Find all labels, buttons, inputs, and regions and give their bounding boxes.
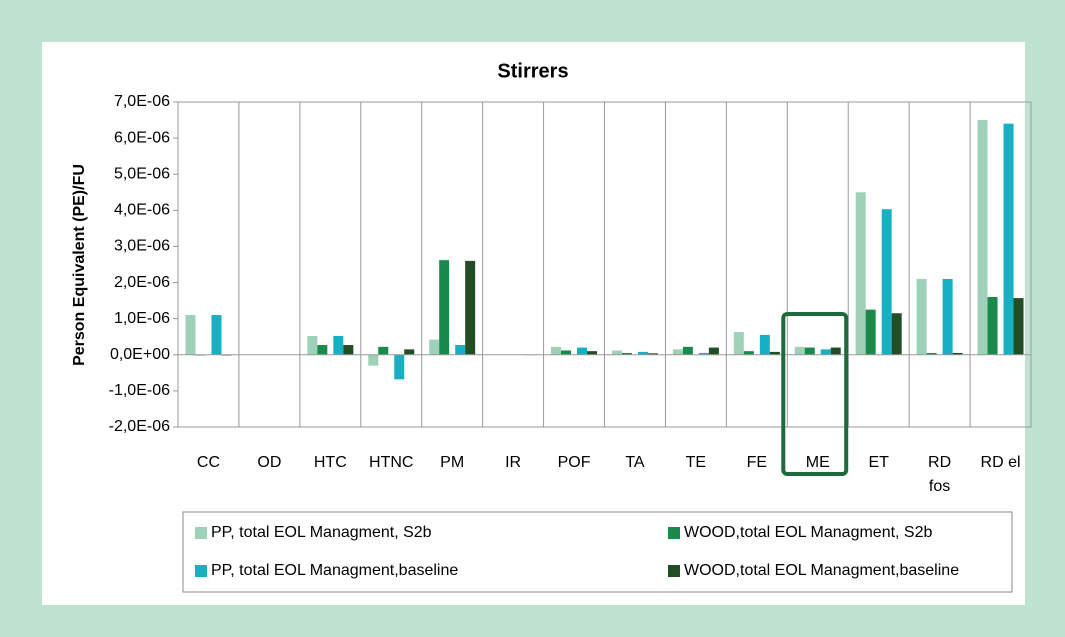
x-tick-label: TE: [686, 454, 706, 471]
y-tick-label: 0,0E+00: [110, 346, 170, 363]
legend-swatch: [668, 527, 680, 539]
bar: [804, 347, 815, 355]
x-tick-label: RD el: [981, 454, 1021, 471]
bar: [561, 350, 572, 355]
bar: [698, 352, 709, 355]
bar: [368, 354, 379, 366]
y-tick-label: 4,0E-06: [114, 202, 170, 219]
x-tick-label: ET: [868, 454, 889, 471]
bar: [647, 353, 658, 355]
bar: [743, 351, 754, 355]
x-tick-label: HTC: [314, 454, 347, 471]
y-tick-label: -2,0E-06: [109, 418, 170, 435]
y-tick-label: 2,0E-06: [114, 274, 170, 291]
highlight-box: [781, 312, 849, 476]
bar: [333, 336, 344, 355]
y-tick-label: 3,0E-06: [114, 238, 170, 255]
bar: [916, 278, 927, 355]
bar: [759, 334, 770, 355]
y-tick-label: 1,0E-06: [114, 310, 170, 327]
bar: [830, 347, 841, 355]
bar: [343, 345, 354, 355]
bar: [307, 336, 318, 355]
bar: [794, 346, 805, 355]
y-tick-label: -1,0E-06: [109, 382, 170, 399]
bar: [455, 345, 466, 355]
bar: [378, 346, 389, 355]
bar: [587, 351, 598, 355]
bar: [708, 347, 719, 355]
x-tick-label: CC: [197, 454, 220, 471]
bar: [211, 315, 222, 355]
x-tick-label: PM: [440, 454, 464, 471]
bar: [577, 347, 588, 355]
bar: [820, 349, 831, 355]
x-tick-label: FE: [747, 454, 767, 471]
legend-box: [182, 511, 1013, 593]
bar: [611, 350, 622, 355]
bar: [637, 351, 648, 355]
bar: [1013, 298, 1024, 355]
legend-label: PP, total EOL Managment, S2b: [211, 524, 432, 541]
bar: [621, 352, 632, 355]
y-tick-label: 6,0E-06: [114, 129, 170, 146]
bar: [926, 352, 937, 355]
bar: [987, 297, 998, 355]
legend-swatch: [668, 565, 680, 577]
bar: [855, 192, 866, 355]
x-tick-label: OD: [257, 454, 281, 471]
legend-label: PP, total EOL Managment,baseline: [211, 562, 458, 579]
bar: [942, 278, 953, 355]
x-tick-label: RD fos: [928, 454, 951, 495]
chart-title: Stirrers: [497, 60, 568, 82]
y-tick-label: 7,0E-06: [114, 93, 170, 110]
bar: [891, 313, 902, 355]
x-tick-label: IR: [505, 454, 521, 471]
bar: [394, 354, 405, 380]
bar: [672, 349, 683, 355]
bar: [429, 339, 440, 355]
x-tick-label: HTNC: [369, 454, 413, 471]
y-axis-label: Person Equivalent (PE)/FU: [71, 164, 88, 366]
x-tick-label: POF: [558, 454, 591, 471]
bar: [404, 349, 415, 355]
bar: [317, 345, 328, 355]
bar: [682, 346, 693, 355]
bar: [551, 346, 562, 355]
legend-label: WOOD,total EOL Managment,baseline: [684, 562, 959, 579]
bar: [881, 209, 892, 355]
bar: [185, 315, 196, 355]
bar: [952, 352, 963, 355]
bar: [439, 260, 450, 355]
x-tick-label: TA: [625, 454, 645, 471]
bar: [769, 351, 780, 355]
bar: [977, 120, 988, 355]
legend-swatch: [195, 565, 207, 577]
bar: [465, 260, 476, 355]
legend-swatch: [195, 527, 207, 539]
bar: [1003, 123, 1014, 355]
legend-label: WOOD,total EOL Managment, S2b: [684, 524, 933, 541]
x-tick-label: ME: [806, 454, 830, 471]
bar: [865, 309, 876, 355]
y-tick-label: 5,0E-06: [114, 165, 170, 182]
bar: [733, 332, 744, 355]
